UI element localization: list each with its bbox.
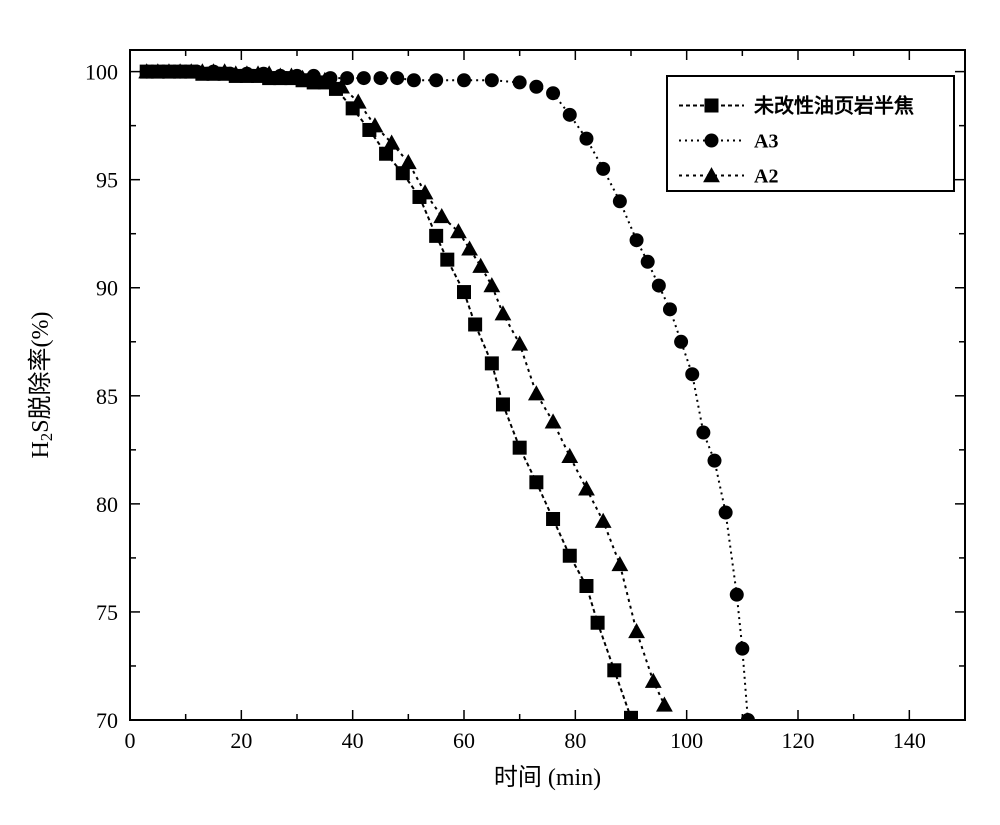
x-tick-label: 120 — [782, 728, 815, 753]
y-tick-label: 100 — [85, 60, 118, 85]
x-tick-label: 140 — [893, 728, 926, 753]
x-tick-label: 100 — [670, 728, 703, 753]
y-tick-label: 80 — [96, 492, 118, 517]
x-axis-label: 时间 (min) — [494, 764, 601, 791]
y-tick-label: 90 — [96, 276, 118, 301]
y-tick-label: 85 — [96, 384, 118, 409]
y-tick-label: 75 — [96, 600, 118, 625]
line-chart: 0 20 40 60 80 100 120 140 70 75 80 85 90 95 100 时间 (min… — [0, 0, 1000, 825]
legend-label: A3 — [754, 131, 778, 153]
y-tick-label: 95 — [96, 168, 118, 193]
x-tick-label: 60 — [453, 728, 475, 753]
y-tick-label: 70 — [96, 708, 118, 733]
x-tick-label: 40 — [342, 728, 364, 753]
x-tick-label: 20 — [230, 728, 252, 753]
legend-label: A2 — [754, 166, 778, 188]
x-tick-label: 80 — [564, 728, 586, 753]
legend-label: 未改性油页岩半焦 — [754, 94, 914, 118]
x-tick-label: 0 — [125, 728, 136, 753]
chart-container: 0 20 40 60 80 100 120 140 70 75 80 85 90 95 100 时间 (min… — [0, 0, 1000, 825]
